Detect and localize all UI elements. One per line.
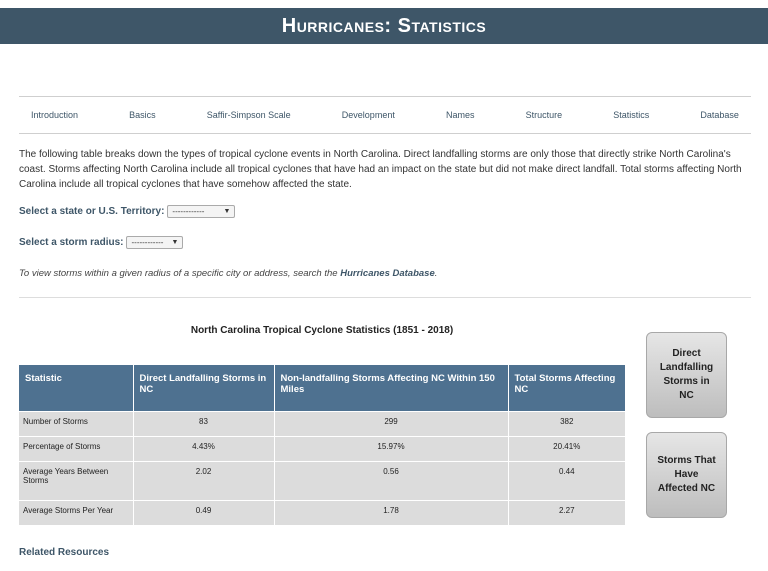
nav-item-development[interactable]: Development — [341, 110, 395, 120]
state-select-row: Select a state or U.S. Territory: ------… — [19, 205, 236, 218]
nav-item-saffir-simpson-scale[interactable]: Saffir-Simpson Scale — [206, 110, 291, 120]
column-header-direct-landfalling: Direct Landfalling Storms in NC — [133, 365, 275, 411]
note-suffix: . — [434, 268, 438, 279]
dropdown-arrow-icon: ▼ — [223, 208, 231, 215]
radius-select-label: Select a storm radius: — [19, 237, 124, 248]
dropdown-arrow-icon: ▼ — [171, 239, 179, 246]
page-title: Hurricanes: Statistics — [281, 14, 487, 37]
table-cell: 0.44 — [508, 460, 625, 500]
nav-item-names[interactable]: Names — [445, 110, 475, 120]
table-cell: 4.43% — [133, 435, 275, 461]
nav-item-introduction[interactable]: Introduction — [31, 110, 79, 120]
row-label: Percentage of Storms — [19, 435, 134, 461]
table-title: North Carolina Tropical Cyclone Statisti… — [190, 325, 454, 336]
direct-landfalling-button-label: Direct Landfalling Storms in NC — [659, 348, 714, 401]
hurricanes-database-link[interactable]: Hurricanes Database — [340, 268, 435, 279]
radius-select-row: Select a storm radius: ------------ ▼ — [19, 236, 184, 249]
radius-select[interactable]: ------------ ▼ — [126, 236, 184, 249]
related-resources-heading: Related Resources — [19, 547, 110, 558]
nav-item-database[interactable]: Database — [700, 110, 739, 120]
state-select[interactable]: ------------ ▼ — [167, 205, 236, 218]
column-header-statistic: Statistic — [19, 365, 134, 411]
database-note: To view storms within a given radius of … — [19, 268, 437, 279]
direct-landfalling-button[interactable]: Direct Landfalling Storms in NC — [646, 332, 727, 418]
state-select-label: Select a state or U.S. Territory: — [19, 206, 165, 217]
table-row: Average Storms Per Year 0.49 1.78 2.27 — [19, 499, 625, 525]
table-cell: 2.27 — [508, 499, 625, 525]
page-banner: Hurricanes: Statistics — [0, 8, 768, 44]
affected-storms-button[interactable]: Storms That Have Affected NC — [646, 432, 727, 518]
nav-item-basics[interactable]: Basics — [129, 110, 156, 120]
column-header-total: Total Storms Affecting NC — [508, 365, 625, 411]
radius-select-value: ------------ — [131, 238, 164, 247]
table-cell: 1.78 — [274, 499, 509, 525]
table-row: Average Years Between Storms 2.02 0.56 0… — [19, 460, 625, 500]
state-select-value: ------------ — [172, 207, 205, 216]
statistics-table: Statistic Direct Landfalling Storms in N… — [19, 365, 625, 525]
table-cell: 0.49 — [133, 499, 275, 525]
table-cell: 299 — [274, 410, 509, 436]
table-row: Percentage of Storms 4.43% 15.97% 20.41% — [19, 435, 625, 461]
table-header-row: Statistic Direct Landfalling Storms in N… — [19, 365, 625, 411]
row-label: Number of Storms — [19, 410, 134, 436]
section-divider — [19, 297, 751, 298]
table-cell: 20.41% — [508, 435, 625, 461]
row-label: Average Years Between Storms — [19, 460, 134, 500]
affected-storms-button-label: Storms That Have Affected NC — [657, 455, 716, 494]
column-header-non-landfalling: Non-landfalling Storms Affecting NC With… — [274, 365, 509, 411]
table-cell: 2.02 — [133, 460, 275, 500]
table-row: Number of Storms 83 299 382 — [19, 410, 625, 436]
table-cell: 83 — [133, 410, 275, 436]
table-cell: 0.56 — [274, 460, 509, 500]
nav-item-statistics[interactable]: Statistics — [613, 110, 650, 120]
table-cell: 15.97% — [274, 435, 509, 461]
table-cell: 382 — [508, 410, 625, 436]
nav-item-structure[interactable]: Structure — [525, 110, 563, 120]
note-prefix: To view storms within a given radius of … — [19, 268, 341, 279]
row-label: Average Storms Per Year — [19, 499, 134, 525]
intro-paragraph: The following table breaks down the type… — [19, 149, 742, 190]
main-nav: Introduction Basics Saffir-Simpson Scale… — [19, 96, 751, 134]
